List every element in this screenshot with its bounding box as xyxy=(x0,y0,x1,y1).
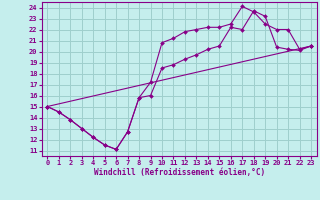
X-axis label: Windchill (Refroidissement éolien,°C): Windchill (Refroidissement éolien,°C) xyxy=(94,168,265,177)
